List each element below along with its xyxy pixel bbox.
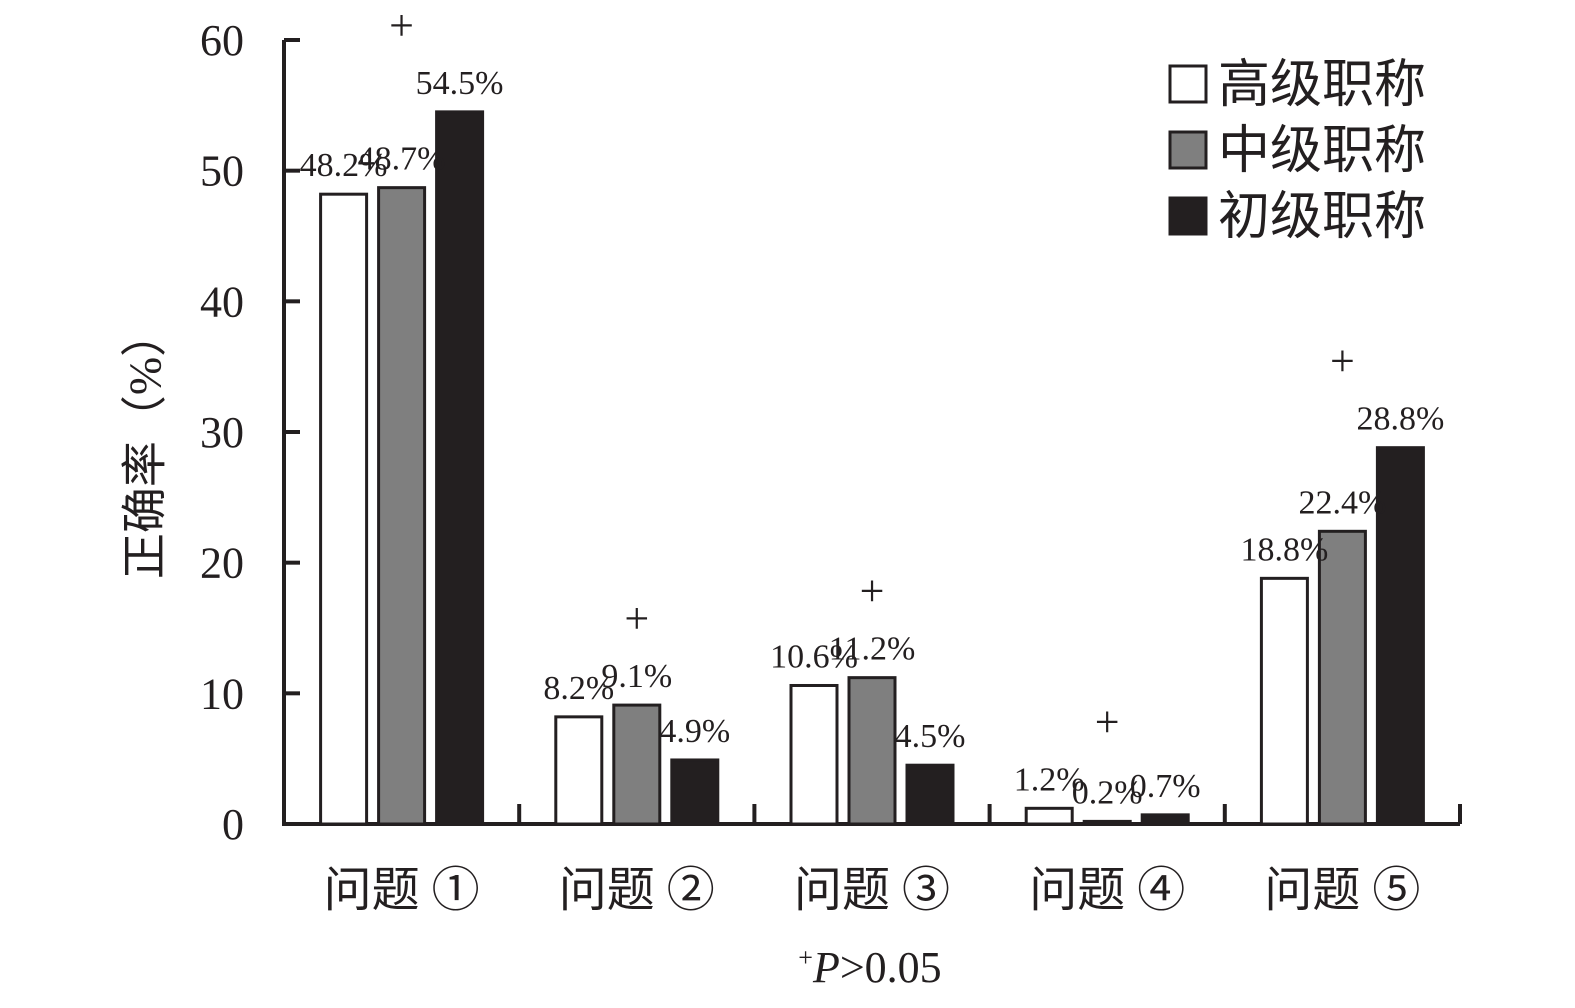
significance-marker: + xyxy=(389,1,414,50)
data-label: 1.2% xyxy=(1014,761,1085,798)
legend-swatch xyxy=(1168,130,1208,170)
bar xyxy=(1259,576,1309,826)
x-tick-label: 问题 ② xyxy=(559,864,715,917)
data-label: 10.6% xyxy=(770,638,858,675)
bar xyxy=(1140,813,1190,826)
legend-swatch xyxy=(1168,64,1208,104)
significance-marker: + xyxy=(624,594,649,643)
footnote-p: P xyxy=(812,943,840,992)
data-label: 4.5% xyxy=(895,718,966,755)
bar xyxy=(554,715,604,826)
legend-label: 初级职称 xyxy=(1218,189,1426,246)
data-label: 48.2% xyxy=(300,147,388,184)
data-label: 0.7% xyxy=(1130,768,1201,805)
bar xyxy=(435,110,485,826)
data-label: 8.2% xyxy=(543,670,614,707)
legend-swatch xyxy=(1168,196,1208,236)
y-axis-label: 正确率（%） xyxy=(120,311,171,579)
y-tick-label: 40 xyxy=(200,277,244,326)
bar xyxy=(1082,819,1132,826)
y-tick-label: 30 xyxy=(200,408,244,457)
bar xyxy=(1317,529,1367,826)
bar xyxy=(905,763,955,826)
bar xyxy=(1375,446,1425,826)
data-label: 0.2% xyxy=(1072,774,1143,811)
significance-marker: + xyxy=(1330,337,1355,386)
data-label: 28.8% xyxy=(1356,401,1444,438)
data-label: 54.5% xyxy=(416,65,504,102)
bar xyxy=(377,186,427,826)
data-label: 22.4% xyxy=(1298,484,1386,521)
data-label: 18.8% xyxy=(1240,531,1328,568)
bars xyxy=(319,110,1425,826)
data-label: 48.7% xyxy=(358,141,446,178)
footnote-mark: + xyxy=(798,943,813,972)
bar xyxy=(847,676,897,826)
bar xyxy=(670,758,720,826)
x-tick-label: 问题 ③ xyxy=(794,864,950,917)
bar xyxy=(789,683,839,826)
footnote-condition: >0.05 xyxy=(840,943,942,992)
y-tick-label: 10 xyxy=(200,669,244,718)
y-tick-label: 0 xyxy=(222,800,244,849)
legend-label: 高级职称 xyxy=(1218,57,1426,114)
bar xyxy=(319,192,369,826)
x-tick-label: 问题 ④ xyxy=(1029,864,1185,917)
significance-marker: + xyxy=(1095,697,1120,746)
y-tick-label: 60 xyxy=(200,16,244,65)
footnote: +P>0.05 xyxy=(798,943,941,992)
y-tick-label: 20 xyxy=(200,539,244,588)
data-label: 9.1% xyxy=(601,658,672,695)
data-label: 4.9% xyxy=(659,713,730,750)
bar xyxy=(612,703,662,826)
y-tick-label: 50 xyxy=(200,147,244,196)
labels: 48.2%48.7%54.5%+问题 ①8.2%9.1%4.9%+问题 ②10.… xyxy=(300,1,1445,917)
bar xyxy=(1024,806,1074,826)
x-tick-label: 问题 ① xyxy=(324,864,480,917)
legend-label: 中级职称 xyxy=(1218,123,1426,180)
significance-marker: + xyxy=(860,567,885,616)
data-label: 11.2% xyxy=(829,631,916,668)
x-tick-label: 问题 ⑤ xyxy=(1264,864,1420,917)
